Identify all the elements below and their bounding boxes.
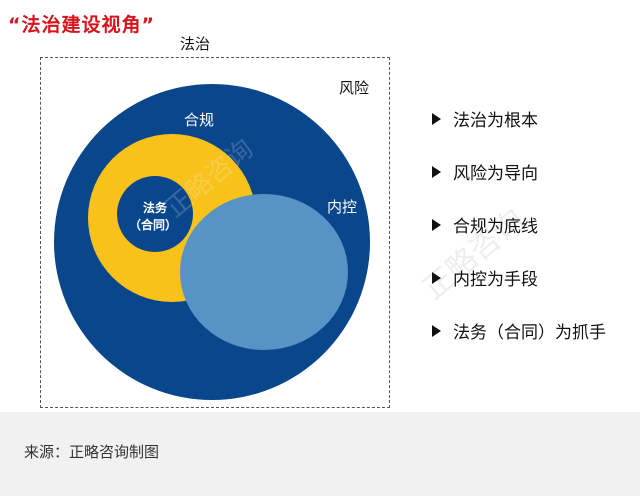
risk-label: 风险: [339, 79, 369, 97]
point-text: 内控为手段: [453, 270, 538, 290]
arrow-bullet-icon: [432, 112, 441, 125]
point-text: 法治为根本: [453, 111, 538, 131]
point-means: 内控为手段: [432, 251, 606, 304]
internal-control-circle: [180, 194, 348, 350]
rule-of-law-frame-label: 法治: [180, 35, 211, 53]
caption-band: [0, 412, 640, 496]
point-baseline: 合规为底线: [432, 198, 606, 251]
point-text: 风险为导向: [453, 164, 538, 184]
arrow-bullet-icon: [432, 271, 441, 284]
internal-control-label: 内控: [327, 198, 357, 216]
key-points-list: 法治为根本 风险为导向 合规为底线 内控为手段 法务（合同）为抓手: [432, 92, 606, 357]
point-foundation: 法治为根本: [432, 92, 606, 145]
arrow-bullet-icon: [432, 324, 441, 337]
point-text: 法务（合同）为抓手: [453, 323, 606, 343]
contract-label: （合同）: [129, 217, 177, 232]
nested-circles-diagram: 正略咨询 正略咨询 风险 合规 法务 （合同） 内控: [54, 79, 531, 400]
point-grip: 法务（合同）为抓手: [432, 304, 606, 357]
compliance-label: 合规: [184, 111, 214, 129]
slide-title: “法治建设视角”: [8, 14, 155, 36]
rule-of-law-frame: [40, 57, 390, 408]
point-orientation: 风险为导向: [432, 145, 606, 198]
arrow-bullet-icon: [432, 218, 441, 231]
legal-affairs-label: 法务: [143, 200, 168, 215]
arrow-bullet-icon: [432, 165, 441, 178]
point-text: 合规为底线: [453, 217, 538, 237]
source-caption: 来源：正略咨询制图: [24, 443, 160, 461]
legal-affairs-circle: [117, 176, 193, 252]
